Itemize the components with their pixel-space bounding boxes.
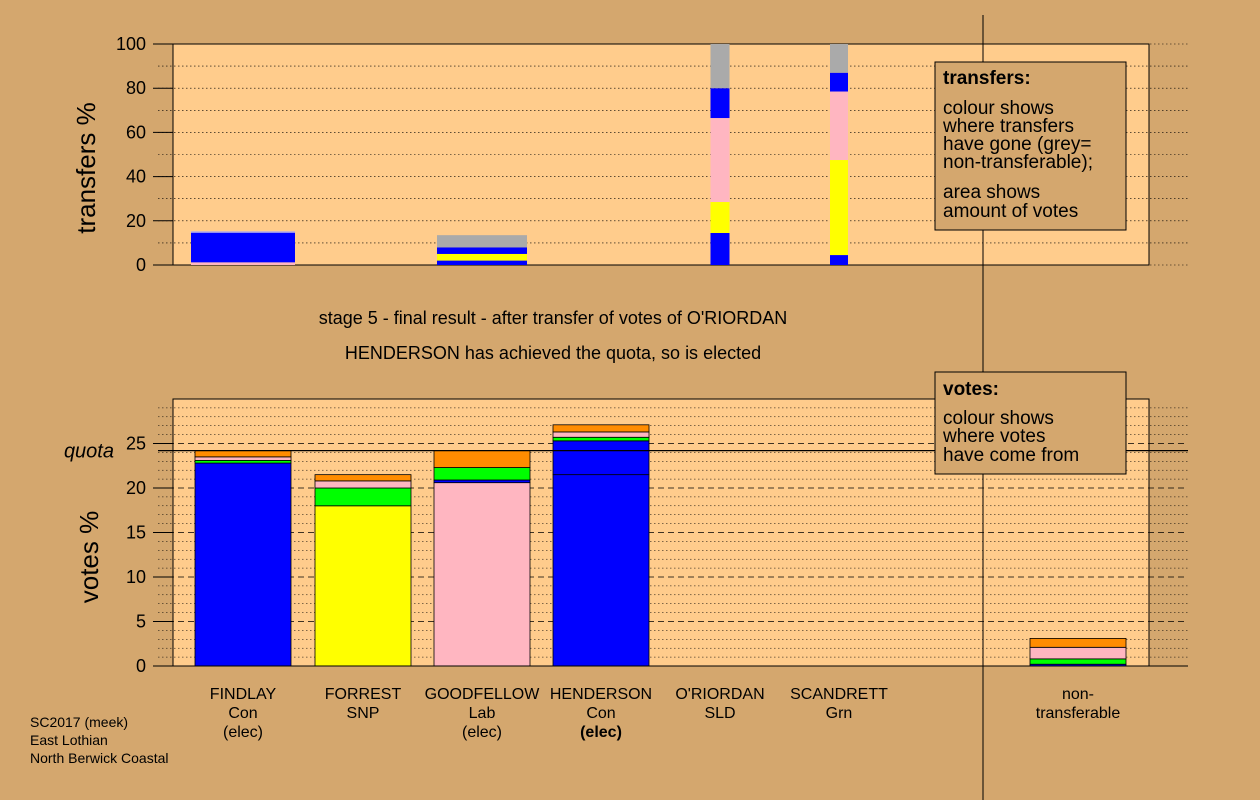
transfers-legend-line-3: have gone (grey= xyxy=(943,134,1091,155)
candidate-name: FORREST xyxy=(325,686,402,703)
transfer-segment xyxy=(830,44,848,73)
candidate-party: Con xyxy=(228,705,257,722)
candidate-status-bold: (elec) xyxy=(580,724,622,741)
candidate-name: GOODFELLOW xyxy=(425,686,541,703)
transfer-segment xyxy=(437,235,527,248)
y-tick-label: 20 xyxy=(126,211,146,231)
y-tick-label: 10 xyxy=(126,567,146,587)
candidate-party: Lab xyxy=(469,705,496,722)
candidate-name: HENDERSON xyxy=(550,686,652,703)
quota-label: quota xyxy=(64,441,114,463)
vote-segment xyxy=(314,505,412,667)
votes-legend-title: votes: xyxy=(943,379,999,400)
candidate-party: Con xyxy=(586,705,615,722)
transfers-legend-line-2: where transfers xyxy=(942,116,1074,137)
y-tick-label: 80 xyxy=(126,78,146,98)
candidate-party: SLD xyxy=(704,705,735,722)
transfer-segment xyxy=(437,253,527,261)
transfers-legend-box xyxy=(934,61,1127,231)
vote-segment xyxy=(552,436,650,442)
candidate-party: Grn xyxy=(826,705,853,722)
vote-segment xyxy=(552,424,650,433)
votes-legend-box xyxy=(934,371,1127,475)
footer-line-1: SC2017 (meek) xyxy=(30,714,128,730)
candidate-name: O'RIORDAN xyxy=(675,686,764,703)
transfers-legend-line-1: colour shows xyxy=(943,98,1054,119)
transfer-segment xyxy=(830,72,848,92)
vote-segment xyxy=(194,456,292,461)
y-tick-label: 20 xyxy=(126,478,146,498)
vote-segment xyxy=(552,474,650,667)
vote-segment xyxy=(433,467,531,481)
candidate-name: SCANDRETT xyxy=(790,686,888,703)
vote-segment xyxy=(552,440,650,476)
candidate-status: (elec) xyxy=(462,724,502,741)
transfers-bars xyxy=(191,44,848,265)
vote-segment xyxy=(194,460,292,464)
transfer-segment xyxy=(191,231,295,233)
transfer-segment xyxy=(710,44,730,89)
y-tick-label: 0 xyxy=(136,656,146,676)
vote-segment xyxy=(194,450,292,458)
nontransferable-label-line-2: transferable xyxy=(1036,705,1121,722)
transfers-legend-title: transfers: xyxy=(943,68,1031,89)
transfers-legend-line-6: amount of votes xyxy=(943,201,1078,222)
y-tick-label: 25 xyxy=(126,434,146,454)
y-tick-label: 40 xyxy=(126,167,146,187)
transfer-segment xyxy=(191,232,295,263)
transfer-segment xyxy=(437,260,527,265)
votes-legend-line-2: where votes xyxy=(942,426,1045,447)
vote-segment xyxy=(433,482,531,667)
votes-y-axis-title: votes % xyxy=(74,511,104,604)
transfer-segment xyxy=(710,88,730,119)
footer: SC2017 (meek) East Lothian North Berwick… xyxy=(30,714,169,766)
transfer-segment xyxy=(830,91,848,161)
transfers-y-ticks: 0 20 40 60 80 100 xyxy=(116,34,173,275)
transfers-legend-line-5: area shows xyxy=(943,182,1040,203)
transfer-segment xyxy=(710,202,730,233)
y-tick-label: 60 xyxy=(126,122,146,142)
transfers-legend: transfers: colour shows where transfers … xyxy=(934,61,1127,231)
votes-legend-line-3: have come from xyxy=(943,445,1079,466)
vote-segment xyxy=(314,474,412,482)
votes-legend-line-1: colour shows xyxy=(943,408,1054,429)
footer-line-3: North Berwick Coastal xyxy=(30,750,169,766)
transfer-segment xyxy=(437,247,527,254)
transfer-segment xyxy=(830,255,848,265)
vote-segment xyxy=(433,479,531,484)
votes-legend: votes: colour shows where votes have com… xyxy=(934,371,1127,475)
transfer-segment xyxy=(710,118,730,203)
vote-segment xyxy=(1029,646,1127,660)
footer-line-2: East Lothian xyxy=(30,732,108,748)
transfers-y-axis-title: transfers % xyxy=(71,102,101,234)
y-tick-label: 0 xyxy=(136,255,146,275)
y-tick-label: 5 xyxy=(136,612,146,632)
stage-result: HENDERSON has achieved the quota, so is … xyxy=(345,343,761,363)
candidate-status: (elec) xyxy=(223,724,263,741)
transfer-segment xyxy=(191,262,295,265)
vote-segment xyxy=(552,431,650,438)
y-tick-label: 15 xyxy=(126,523,146,543)
y-tick-label: 100 xyxy=(116,34,146,54)
vote-segment xyxy=(1029,658,1127,665)
vote-segment xyxy=(314,480,412,489)
candidate-party: SNP xyxy=(347,705,380,722)
transfers-legend-line-4: non-transferable); xyxy=(943,152,1093,173)
stage-description: stage 5 - final result - after transfer … xyxy=(319,308,788,328)
vote-segment xyxy=(1029,638,1127,648)
vote-segment xyxy=(194,462,292,667)
votes-bars xyxy=(158,424,1188,667)
candidate-labels: FINDLAY Con (elec) FORREST SNP GOODFELLO… xyxy=(210,686,1121,741)
transfer-segment xyxy=(830,160,848,256)
transfer-segment xyxy=(710,232,730,265)
votes-y-ticks: 0 5 10 15 20 25 xyxy=(126,434,173,676)
vote-segment xyxy=(314,487,412,507)
nontransferable-label-line-1: non- xyxy=(1062,686,1094,703)
vote-segment xyxy=(433,450,531,468)
candidate-name: FINDLAY xyxy=(210,686,277,703)
